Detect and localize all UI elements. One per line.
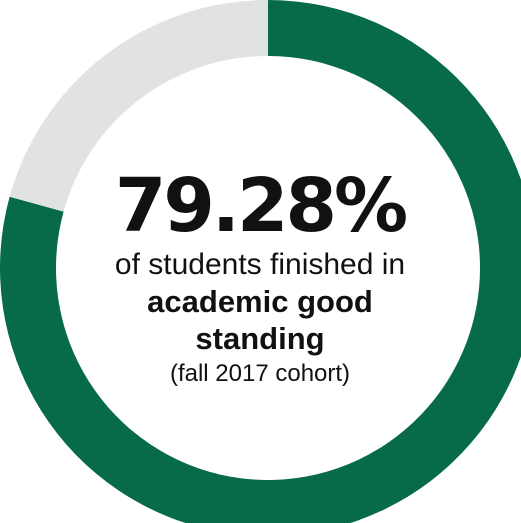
cohort-note: (fall 2017 cohort) [169, 360, 351, 387]
percentage-value: 79.28% [114, 163, 408, 249]
center-label: 79.28% of students finished in academic … [60, 165, 460, 391]
description-line-1: of students finished in [114, 248, 406, 281]
description-line-3: standing [195, 321, 325, 356]
description-line-2: academic good [147, 284, 373, 319]
donut-slice-other [9, 0, 268, 212]
